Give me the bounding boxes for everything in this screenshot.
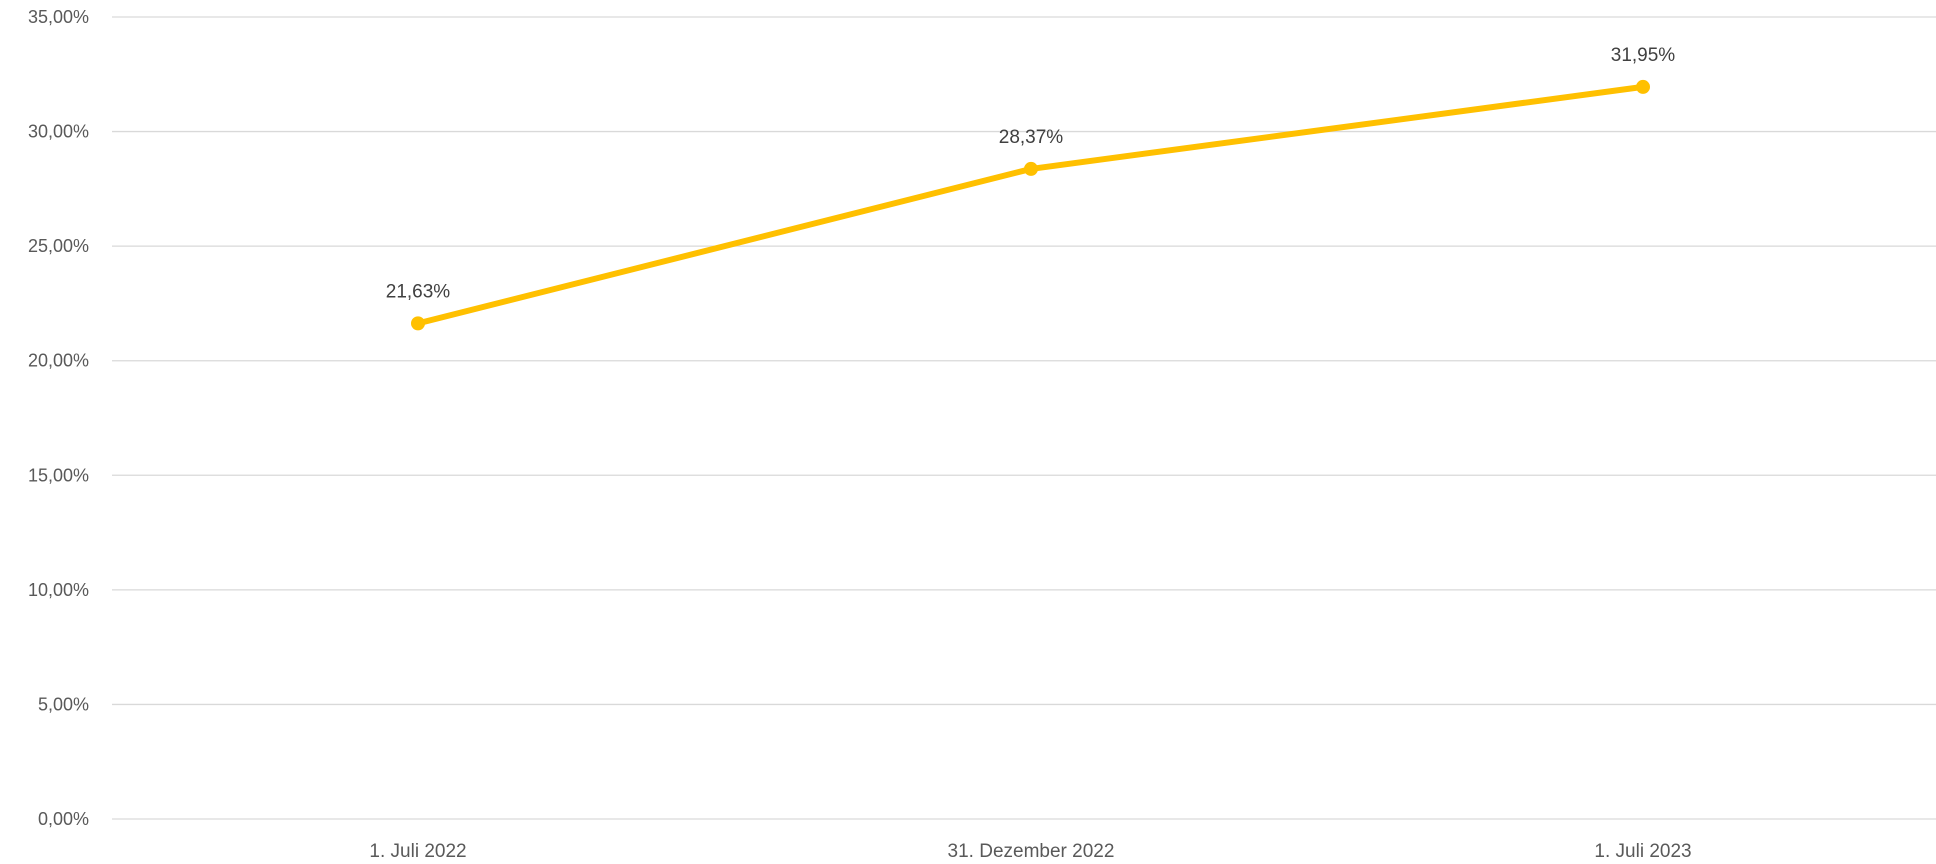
x-tick-label: 1. Juli 2022 xyxy=(369,841,466,862)
y-axis-tick-labels: 0,00% 5,00% 10,00% 15,00% 20,00% 25,00% 30,00%… xyxy=(28,7,89,829)
x-tick-label: 31. Dezember 2022 xyxy=(948,841,1115,862)
data-point xyxy=(1024,161,1038,176)
x-axis-tick-labels: 1. Juli 2022 31. Dezember 2022 1. Juli 202… xyxy=(369,841,1691,862)
y-tick-label: 25,00% xyxy=(28,236,89,256)
y-tick-label: 35,00% xyxy=(28,7,89,27)
y-tick-label: 5,00% xyxy=(38,694,89,714)
data-label: 21,63% xyxy=(386,281,451,302)
data-points xyxy=(411,79,1650,331)
data-point xyxy=(411,316,425,331)
y-tick-label: 10,00% xyxy=(28,580,89,600)
series-line xyxy=(415,83,1646,327)
y-tick-label: 15,00% xyxy=(28,465,89,485)
data-labels: 21,63% 28,37% 31,95% xyxy=(386,45,1676,302)
data-label: 31,95% xyxy=(1611,45,1676,66)
y-tick-label: 0,00% xyxy=(38,809,89,829)
y-tick-label: 30,00% xyxy=(28,122,89,142)
data-point xyxy=(1636,79,1650,94)
x-tick-label: 1. Juli 2023 xyxy=(1594,841,1691,862)
series-line-layer xyxy=(415,83,1646,327)
y-tick-label: 20,00% xyxy=(28,351,89,371)
data-label: 28,37% xyxy=(999,127,1064,148)
gridlines xyxy=(112,16,1936,820)
